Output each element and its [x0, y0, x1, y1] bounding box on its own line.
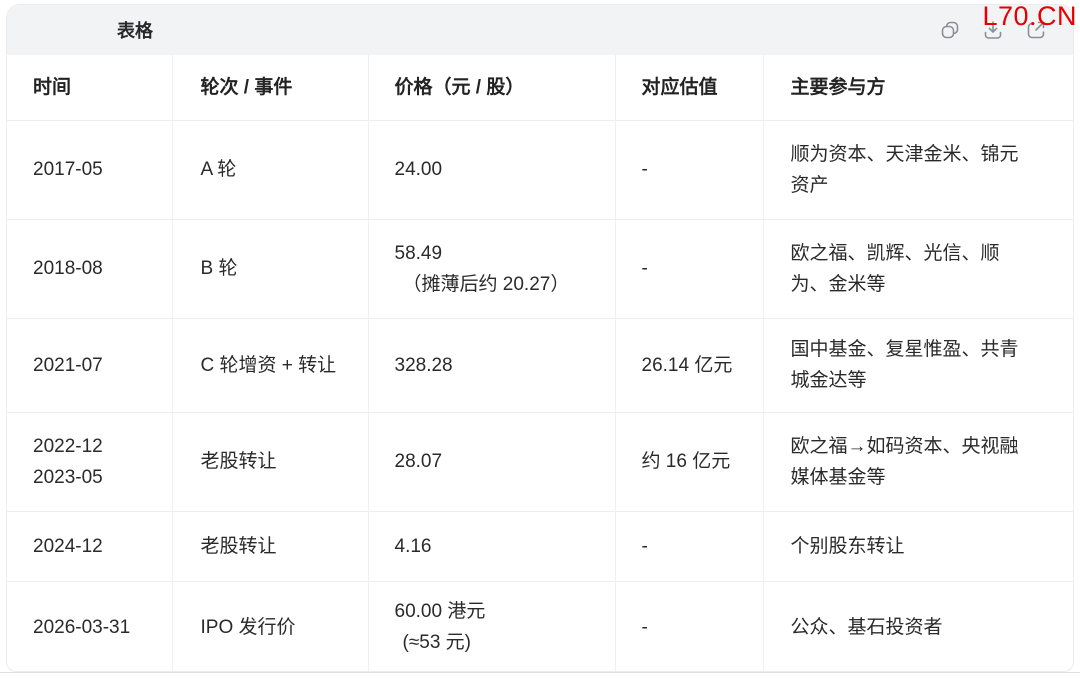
col-header-valuation: 对应估值 [614, 55, 763, 120]
cell-time: 2017-05 [7, 119, 172, 219]
table-row: 2026-03-31 IPO 发行价 60.00 港元 (≈53 元) - 公众、… [7, 580, 1073, 671]
table-card: 表格 [6, 4, 1074, 672]
cell-round: B 轮 [171, 218, 368, 318]
cell-valuation: 26.14 亿元 [614, 317, 763, 412]
cell-valuation: - [614, 510, 763, 581]
cell-time: 2018-08 [7, 218, 172, 318]
cell-time: 2021-07 [7, 317, 172, 412]
cell-participants: 个别股东转让 [762, 510, 1073, 581]
cell-valuation: - [614, 119, 763, 219]
cell-price: 60.00 港元 (≈53 元) [367, 580, 615, 671]
cell-time: 2022-12 2023-05 [7, 411, 172, 511]
cell-price: 328.28 [367, 317, 615, 412]
cell-price: 58.49 （摊薄后约 20.27） [367, 218, 615, 318]
funding-table: 时间 轮次 / 事件 价格（元 / 股） 对应估值 主要参与方 2017-05 … [7, 55, 1073, 671]
cell-time: 2026-03-31 [7, 580, 172, 671]
table-row: 2017-05 A 轮 24.00 - 顺为资本、天津金米、锦元资产 [7, 119, 1073, 219]
watermark: L70.CN [982, 1, 1077, 31]
cell-participants: 国中基金、复星惟盈、共青城金达等 [762, 317, 1073, 412]
cell-valuation: - [614, 218, 763, 318]
col-header-participants: 主要参与方 [762, 55, 1073, 120]
cell-round: C 轮增资 + 转让 [171, 317, 368, 412]
cell-participants: 欧之福、凯辉、光信、顺为、金米等 [762, 218, 1073, 318]
bottom-divider [0, 672, 1080, 673]
table-toolbar: 表格 [7, 5, 1073, 55]
col-header-round: 轮次 / 事件 [171, 55, 368, 120]
table-row: 2024-12 老股转让 4.16 - 个别股东转让 [7, 510, 1073, 581]
table-row: 2018-08 B 轮 58.49 （摊薄后约 20.27） - 欧之福、凯辉、光… [7, 218, 1073, 318]
cell-participants: 顺为资本、天津金米、锦元资产 [762, 119, 1073, 219]
cell-round: 老股转让 [171, 411, 368, 511]
table-row: 2021-07 C 轮增资 + 转让 328.28 26.14 亿元 国中基金、… [7, 317, 1073, 412]
col-header-time: 时间 [33, 76, 72, 98]
cell-time: 2024-12 [7, 510, 172, 581]
cell-participants: 欧之福→如码资本、央视融媒体基金等 [762, 411, 1073, 511]
cell-price: 4.16 [367, 510, 615, 581]
copy-icon[interactable] [937, 17, 963, 43]
table-title: 表格 [117, 21, 153, 41]
table-row: 2022-12 2023-05 老股转让 28.07 约 16 亿元 欧之福→如码… [7, 411, 1073, 511]
cell-round: A 轮 [171, 119, 368, 219]
cell-price: 28.07 [367, 411, 615, 511]
cell-valuation: 约 16 亿元 [614, 411, 763, 511]
cell-price: 24.00 [367, 119, 615, 219]
col-header-price: 价格（元 / 股） [367, 55, 615, 120]
cell-round: 老股转让 [171, 510, 368, 581]
header-row: 时间 轮次 / 事件 价格（元 / 股） 对应估值 主要参与方 [7, 55, 1073, 120]
download-icon[interactable] [980, 17, 1006, 43]
cell-participants: 公众、基石投资者 [762, 580, 1073, 671]
cell-valuation: - [614, 580, 763, 671]
share-icon[interactable] [1023, 17, 1049, 43]
cell-round: IPO 发行价 [171, 580, 368, 671]
